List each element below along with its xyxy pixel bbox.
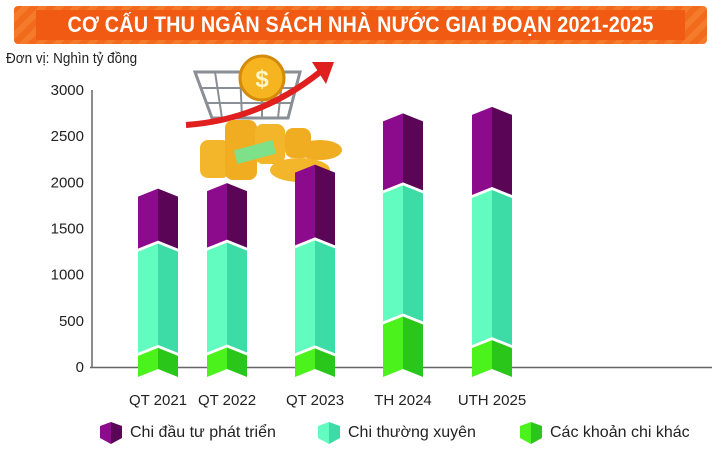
bar-face-left (138, 188, 158, 249)
legend-label: Chi đầu tư phát triển (130, 424, 276, 441)
bar-segment (472, 106, 512, 196)
bar-face-left (295, 240, 315, 354)
unit-label: Đơn vị: Nghìn tỷ đồng (6, 50, 138, 67)
legend-label: Chi thường xuyên (348, 424, 476, 441)
y-tick-label: 2000 (51, 174, 84, 191)
x-tick-label: UTH 2025 (458, 392, 526, 409)
bar-segment (138, 243, 178, 353)
title-banner: CƠ CẤU THU NGÂN SÁCH NHÀ NƯỚC GIAI ĐOẠN … (14, 6, 707, 44)
bar-face-right (403, 113, 423, 191)
bar-face-left (207, 347, 227, 377)
x-tick-label: QT 2021 (129, 392, 187, 409)
bar-segment (383, 185, 423, 322)
bar-face-left (472, 190, 492, 346)
bar-face-right (492, 340, 512, 377)
bar-face-left (472, 106, 492, 196)
bar-segment (295, 348, 335, 377)
bar-face-left (295, 348, 315, 377)
bar-segment (207, 242, 247, 353)
bar-face-right (315, 348, 335, 377)
bar-segment (207, 183, 247, 248)
bar-face-right (315, 164, 335, 246)
x-tick-label: TH 2024 (374, 392, 432, 409)
bar-face-right (403, 316, 423, 377)
bar-face-left (383, 316, 403, 377)
bar-face-right (158, 347, 178, 377)
bar-segment (295, 240, 335, 354)
bar-face-left (138, 347, 158, 377)
y-tick-label: 500 (59, 313, 84, 330)
legend-item-thuong-xuyen: Chi thường xuyên (318, 422, 476, 444)
x-tick-label: QT 2022 (198, 392, 256, 409)
y-tick-label: 1500 (51, 221, 84, 238)
bar-segment (138, 347, 178, 377)
bar-face-right (403, 185, 423, 322)
bar-segment (472, 190, 512, 346)
x-tick-label: QT 2023 (286, 392, 344, 409)
bar-face-left (138, 243, 158, 353)
bar-face-left (207, 183, 227, 248)
cart-coins-illustration: $ (185, 54, 342, 182)
bar-segment (207, 347, 247, 377)
bar-face-left (383, 185, 403, 322)
chart-title: CƠ CẤU THU NGÂN SÁCH NHÀ NƯỚC GIAI ĐOẠN … (67, 12, 654, 37)
bar-face-right (227, 183, 247, 248)
bar-face-right (315, 240, 335, 354)
legend-item-dau-tu: Chi đầu tư phát triển (100, 422, 276, 444)
bar-segment (295, 164, 335, 246)
bar-face-left (472, 340, 492, 377)
bar-segment (472, 340, 512, 377)
legend-item-khac: Các khoản chi khác (520, 422, 690, 444)
bar-face-right (492, 190, 512, 346)
y-tick-label: 0 (76, 359, 84, 376)
y-tick-label: 2500 (51, 128, 84, 145)
bar-face-right (158, 188, 178, 249)
bar-face-right (227, 242, 247, 353)
y-tick-label: 1000 (51, 267, 84, 284)
bar-segment (138, 188, 178, 249)
svg-text:$: $ (255, 66, 269, 93)
bar-segment (383, 113, 423, 191)
bar-face-right (227, 347, 247, 377)
bar-segment (383, 316, 423, 377)
bar-face-left (383, 113, 403, 191)
bar-face-right (492, 106, 512, 196)
y-tick-label: 3000 (51, 82, 84, 99)
bar-face-left (295, 164, 315, 246)
legend-label: Các khoản chi khác (550, 424, 690, 441)
bar-face-left (207, 242, 227, 353)
bar-face-right (158, 243, 178, 353)
